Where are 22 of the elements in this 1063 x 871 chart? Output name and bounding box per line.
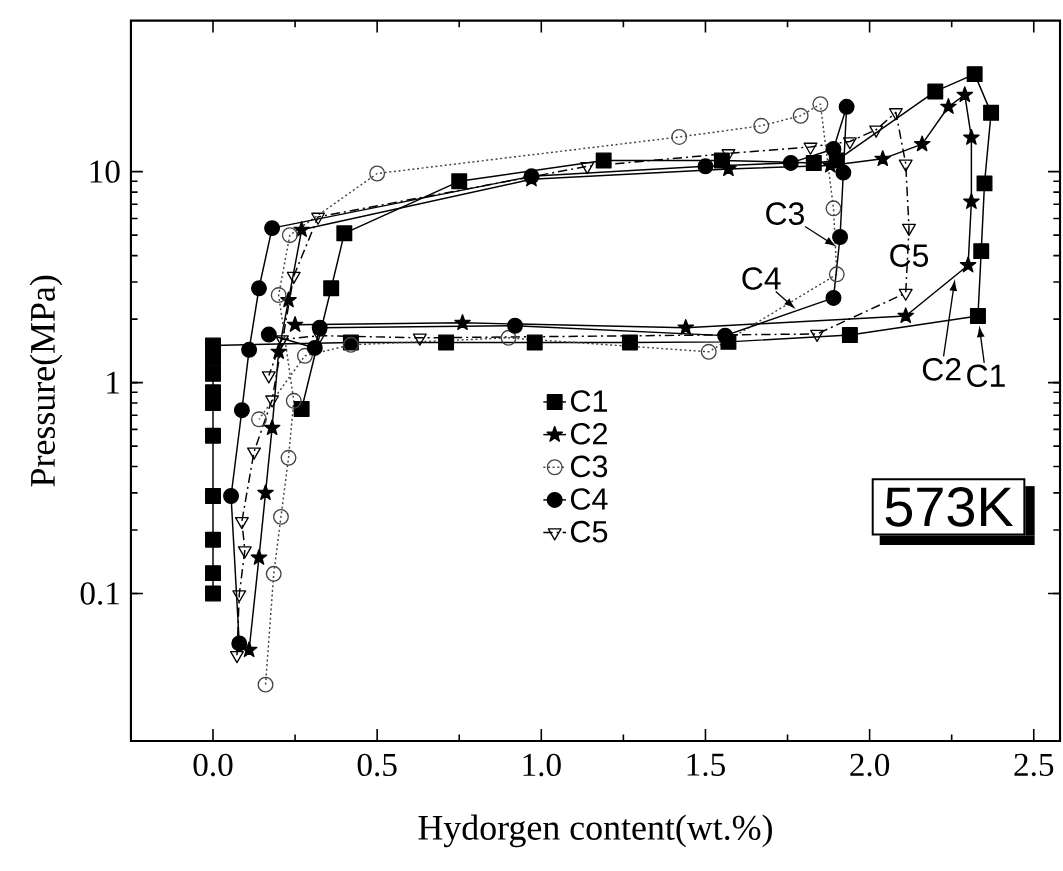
legend-label: C2: [570, 422, 607, 445]
x-axis-title: Hydorgen content(wt.%): [418, 814, 772, 848]
legend-label: C5: [570, 520, 608, 543]
x-tick-label: 0.5: [357, 753, 397, 777]
annotation: C4: [742, 267, 781, 290]
y-tick-label: 0.1: [80, 582, 119, 605]
y-axis-title: Pressure(MPa): [29, 275, 63, 487]
y-tick-label: 1: [107, 371, 119, 394]
annotation: 573K: [885, 486, 1014, 527]
legend-label: C1: [570, 390, 608, 412]
x-tick-label: 2.5: [1014, 753, 1054, 777]
x-tick-label: 2.0: [850, 753, 890, 777]
y-tick-label: 10: [90, 160, 120, 183]
annotation: C2: [922, 357, 961, 381]
annotation: C1: [967, 364, 1005, 387]
legend-label: C4: [570, 488, 608, 510]
annotation: C5: [890, 244, 929, 267]
legend-label: C3: [570, 455, 608, 478]
x-tick-label: 0.0: [193, 753, 233, 777]
x-tick-label: 1.5: [687, 753, 725, 776]
x-tick-label: 1.0: [523, 753, 561, 777]
annotation: C3: [766, 202, 804, 225]
